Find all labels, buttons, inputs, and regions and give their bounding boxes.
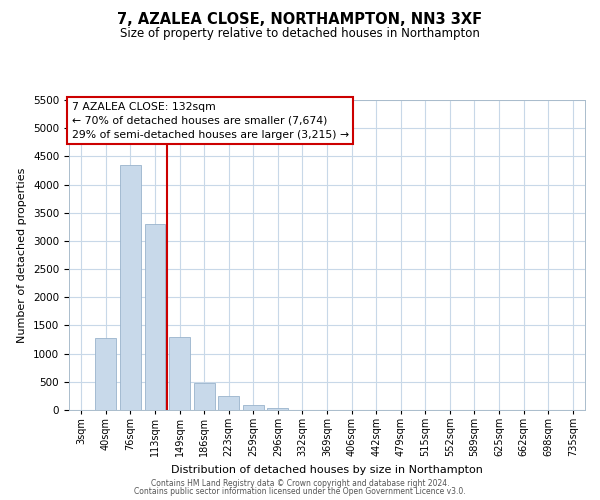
X-axis label: Distribution of detached houses by size in Northampton: Distribution of detached houses by size … <box>171 465 483 475</box>
Text: Size of property relative to detached houses in Northampton: Size of property relative to detached ho… <box>120 28 480 40</box>
Bar <box>243 406 264 410</box>
Bar <box>218 396 239 410</box>
Bar <box>95 338 116 410</box>
Bar <box>194 383 215 410</box>
Y-axis label: Number of detached properties: Number of detached properties <box>17 168 28 342</box>
Text: 7 AZALEA CLOSE: 132sqm
← 70% of detached houses are smaller (7,674)
29% of semi-: 7 AZALEA CLOSE: 132sqm ← 70% of detached… <box>71 102 349 140</box>
Bar <box>120 166 141 410</box>
Bar <box>145 224 166 410</box>
Text: 7, AZALEA CLOSE, NORTHAMPTON, NN3 3XF: 7, AZALEA CLOSE, NORTHAMPTON, NN3 3XF <box>118 12 482 28</box>
Text: Contains HM Land Registry data © Crown copyright and database right 2024.: Contains HM Land Registry data © Crown c… <box>151 478 449 488</box>
Bar <box>169 338 190 410</box>
Bar <box>268 408 289 410</box>
Text: Contains public sector information licensed under the Open Government Licence v3: Contains public sector information licen… <box>134 487 466 496</box>
